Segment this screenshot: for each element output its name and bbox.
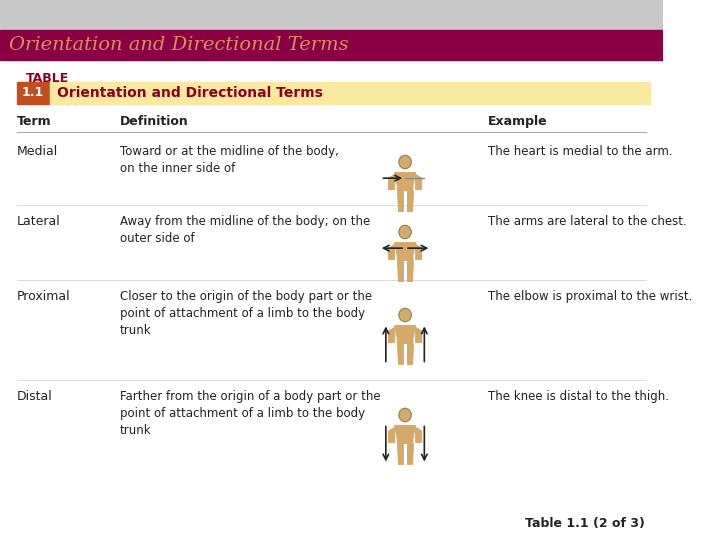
Text: Closer to the origin of the body part or the
point of attachment of a limb to th: Closer to the origin of the body part or… <box>120 290 372 337</box>
Circle shape <box>399 408 411 422</box>
Text: The knee is distal to the thigh.: The knee is distal to the thigh. <box>488 390 669 403</box>
Polygon shape <box>407 443 413 464</box>
Polygon shape <box>415 327 422 342</box>
Polygon shape <box>415 244 422 260</box>
Text: Medial: Medial <box>17 145 58 158</box>
Text: The arms are lateral to the chest.: The arms are lateral to the chest. <box>488 215 687 228</box>
Polygon shape <box>397 191 403 211</box>
Text: Proximal: Proximal <box>17 290 70 303</box>
Circle shape <box>399 308 411 322</box>
Polygon shape <box>395 242 415 260</box>
Polygon shape <box>389 244 395 260</box>
Text: The elbow is proximal to the wrist.: The elbow is proximal to the wrist. <box>488 290 693 303</box>
Bar <box>0 0 663 30</box>
Text: Away from the midline of the body; on the
outer side of: Away from the midline of the body; on th… <box>120 215 370 245</box>
Polygon shape <box>395 326 415 343</box>
Bar <box>50 82 650 104</box>
Text: Toward or at the midline of the body,
on the inner side of: Toward or at the midline of the body, on… <box>120 145 338 175</box>
Text: Example: Example <box>488 115 548 128</box>
Text: Table 1.1 (2 of 3): Table 1.1 (2 of 3) <box>525 517 644 530</box>
Circle shape <box>399 156 411 168</box>
Text: Lateral: Lateral <box>17 215 60 228</box>
Polygon shape <box>389 174 395 190</box>
Text: The heart is medial to the arm.: The heart is medial to the arm. <box>488 145 672 158</box>
Text: Distal: Distal <box>17 390 53 403</box>
Text: TABLE: TABLE <box>26 72 69 85</box>
Polygon shape <box>395 172 415 191</box>
Text: Definition: Definition <box>120 115 189 128</box>
Polygon shape <box>415 174 422 190</box>
Text: 1.1: 1.1 <box>22 86 44 99</box>
Text: Farther from the origin of a body part or the
point of attachment of a limb to t: Farther from the origin of a body part o… <box>120 390 380 437</box>
Bar <box>0 30 663 60</box>
Polygon shape <box>395 426 415 443</box>
Circle shape <box>399 225 411 239</box>
Polygon shape <box>407 343 413 364</box>
Bar <box>17 82 50 104</box>
Polygon shape <box>407 260 413 281</box>
Polygon shape <box>389 427 395 443</box>
Text: Term: Term <box>17 115 51 128</box>
Polygon shape <box>397 260 403 281</box>
Polygon shape <box>397 343 403 364</box>
Text: Orientation and Directional Terms: Orientation and Directional Terms <box>9 36 348 54</box>
Polygon shape <box>389 327 395 342</box>
Polygon shape <box>415 427 422 443</box>
Polygon shape <box>397 443 403 464</box>
Text: Orientation and Directional Terms: Orientation and Directional Terms <box>57 86 323 100</box>
Polygon shape <box>407 191 413 211</box>
